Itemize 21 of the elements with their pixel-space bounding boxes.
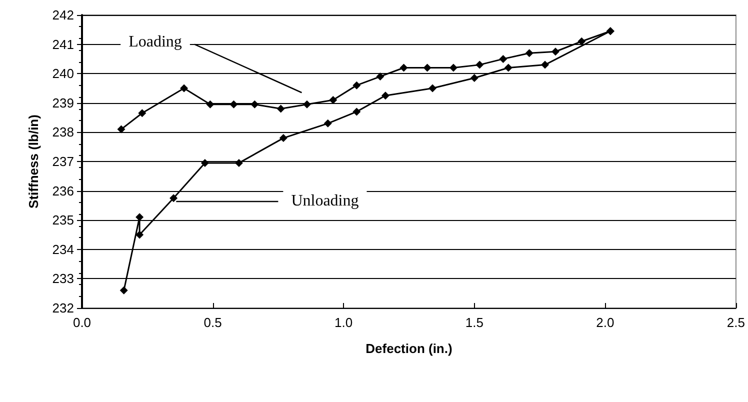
y-tick-label: 232	[52, 300, 74, 316]
x-tick-label: 0.0	[72, 315, 92, 330]
y-tick-label: 239	[52, 95, 74, 110]
text: Loading	[128, 34, 182, 51]
x-tick-label: 1.0	[334, 315, 353, 330]
y-tick-label: 238	[52, 124, 74, 140]
x-tick-label: 2.5	[726, 315, 746, 330]
x-tick-label: 1.5	[465, 315, 484, 330]
y-tick-label: 234	[52, 242, 74, 257]
y-tick-label: 236	[52, 183, 74, 198]
y-tick-label: 237	[52, 154, 74, 169]
y-tick-label: 233	[52, 271, 74, 286]
y-tick-label: 235	[52, 212, 74, 228]
y-tick-label: 242	[52, 8, 74, 22]
x-tick-label: 0.5	[204, 315, 222, 330]
x-axis-title: Defection (in.)	[366, 341, 452, 356]
y-tick-label: 241	[52, 36, 74, 52]
y-tick-label: 240	[52, 66, 74, 82]
text: Unloading	[291, 192, 359, 210]
y-axis-title: Stiffness (lb/in)	[26, 114, 41, 208]
x-tick-label: 2.0	[596, 315, 614, 330]
